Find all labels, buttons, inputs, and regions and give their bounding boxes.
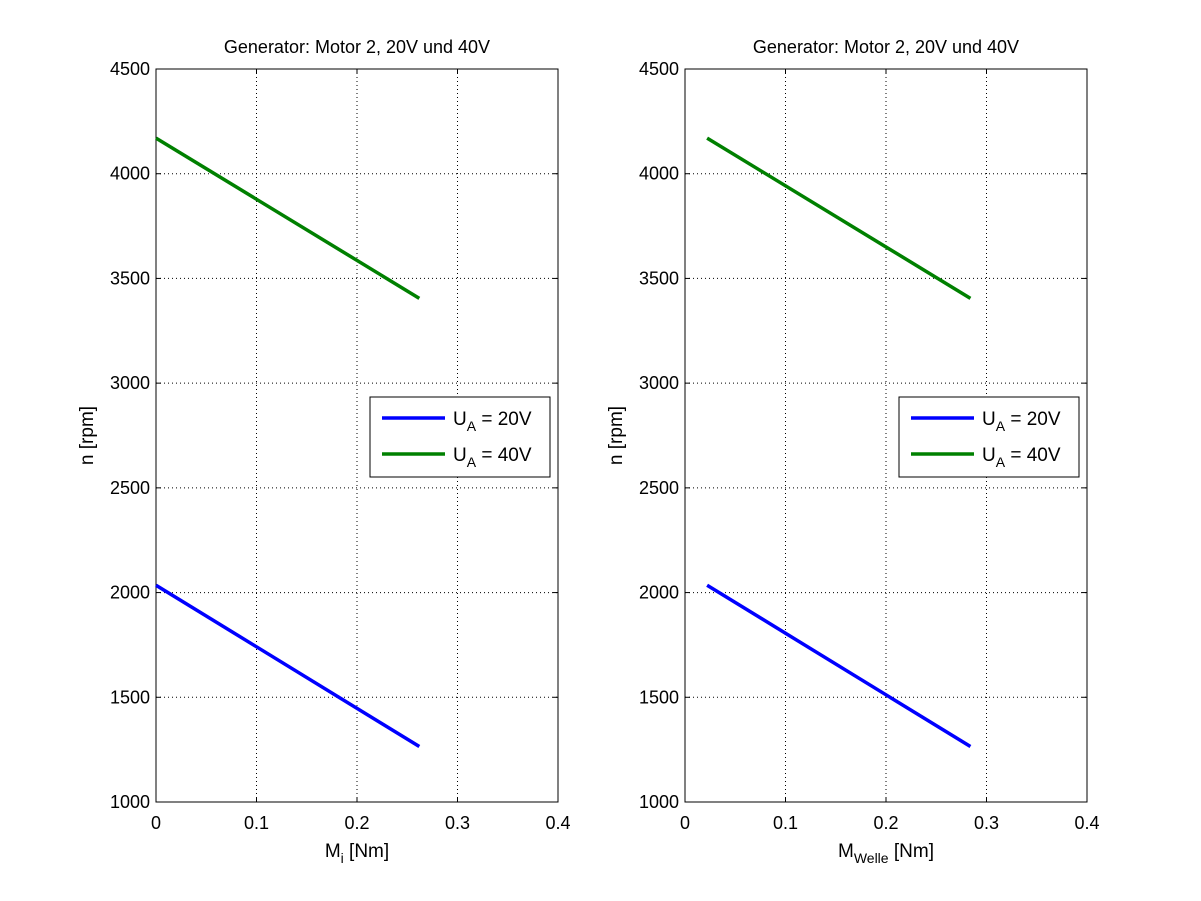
y-tick-label: 3500	[110, 268, 150, 288]
legend-label-2-main: U	[982, 445, 996, 466]
y-tick-label: 4000	[110, 164, 150, 184]
legend-label-1: UA = 20V	[982, 409, 1061, 434]
legend-label-1-subscript: A	[996, 418, 1006, 434]
y-axis-label: n [rpm]	[606, 406, 627, 465]
legend-label-2: UA = 40V	[453, 445, 532, 470]
y-tick-label: 3000	[639, 373, 679, 393]
legend-label-1-suffix: = 20V	[476, 409, 532, 430]
legend-label-2: UA = 40V	[982, 445, 1061, 470]
chart-title: Generator: Motor 2, 20V und 40V	[224, 37, 490, 57]
x-tick-label: 0.3	[445, 813, 470, 833]
y-tick-label: 4500	[639, 59, 679, 79]
x-tick-label: 0	[680, 813, 690, 833]
y-axis-label: n [rpm]	[77, 406, 98, 465]
x-tick-label: 0.3	[974, 813, 999, 833]
series-line-2	[155, 136, 421, 300]
legend-label-1-subscript: A	[467, 418, 477, 434]
legend-label-2-suffix: = 40V	[476, 445, 532, 466]
x-axis-label: Mi [Nm]	[325, 841, 389, 866]
chart-panel-1: 0 0.1 0.2 0.3 0.4 1000 1500 2000 2500 3000 3500 400…	[77, 37, 571, 866]
y-tick-label: 1000	[110, 792, 150, 812]
chart-panel-2: 0 0.1 0.2 0.3 0.4 1000 1500 2000 2500 3000 3500 400…	[606, 37, 1100, 866]
chart-title: Generator: Motor 2, 20V und 40V	[753, 37, 1019, 57]
y-tick-label: 4500	[110, 59, 150, 79]
y-tick-label: 1500	[110, 687, 150, 707]
legend-label-2-subscript: A	[467, 454, 477, 470]
y-tick-label: 2000	[110, 583, 150, 603]
legend-label-2-main: U	[453, 445, 467, 466]
legend-box	[898, 396, 1080, 478]
x-axis-label-main: M	[325, 841, 341, 862]
legend-label-1: UA = 20V	[453, 409, 532, 434]
y-tick-label: 3000	[110, 373, 150, 393]
y-tick-label: 2500	[110, 478, 150, 498]
x-tick-label: 0.2	[344, 813, 369, 833]
y-tick-label: 1000	[639, 792, 679, 812]
x-tick-label: 0.4	[1074, 813, 1099, 833]
legend-label-1-suffix: = 20V	[1005, 409, 1061, 430]
x-tick-label: 0.2	[873, 813, 898, 833]
legend-label-1-main: U	[453, 409, 467, 430]
x-axis-label-subscript: Welle	[854, 850, 889, 866]
y-tick-label: 2000	[639, 583, 679, 603]
x-axis-label-suffix: [Nm]	[889, 841, 934, 862]
legend-label-2-subscript: A	[996, 454, 1006, 470]
x-axis-label: MWelle [Nm]	[838, 841, 934, 866]
x-tick-label: 0.1	[773, 813, 798, 833]
legend-box	[369, 396, 551, 478]
legend-label-1-main: U	[982, 409, 996, 430]
legend-label-2-suffix: = 40V	[1005, 445, 1061, 466]
x-axis-label-suffix: [Nm]	[344, 841, 389, 862]
series-line-2	[706, 136, 972, 300]
x-axis-label-main: M	[838, 841, 854, 862]
series-line-1	[155, 583, 421, 748]
y-tick-label: 4000	[639, 164, 679, 184]
y-tick-label: 1500	[639, 687, 679, 707]
x-tick-label: 0	[151, 813, 161, 833]
x-tick-label: 0.1	[244, 813, 269, 833]
x-axis-label-subscript: i	[341, 850, 344, 866]
x-tick-label: 0.4	[545, 813, 570, 833]
series-line-1	[706, 583, 972, 748]
y-tick-label: 2500	[639, 478, 679, 498]
y-tick-label: 3500	[639, 268, 679, 288]
